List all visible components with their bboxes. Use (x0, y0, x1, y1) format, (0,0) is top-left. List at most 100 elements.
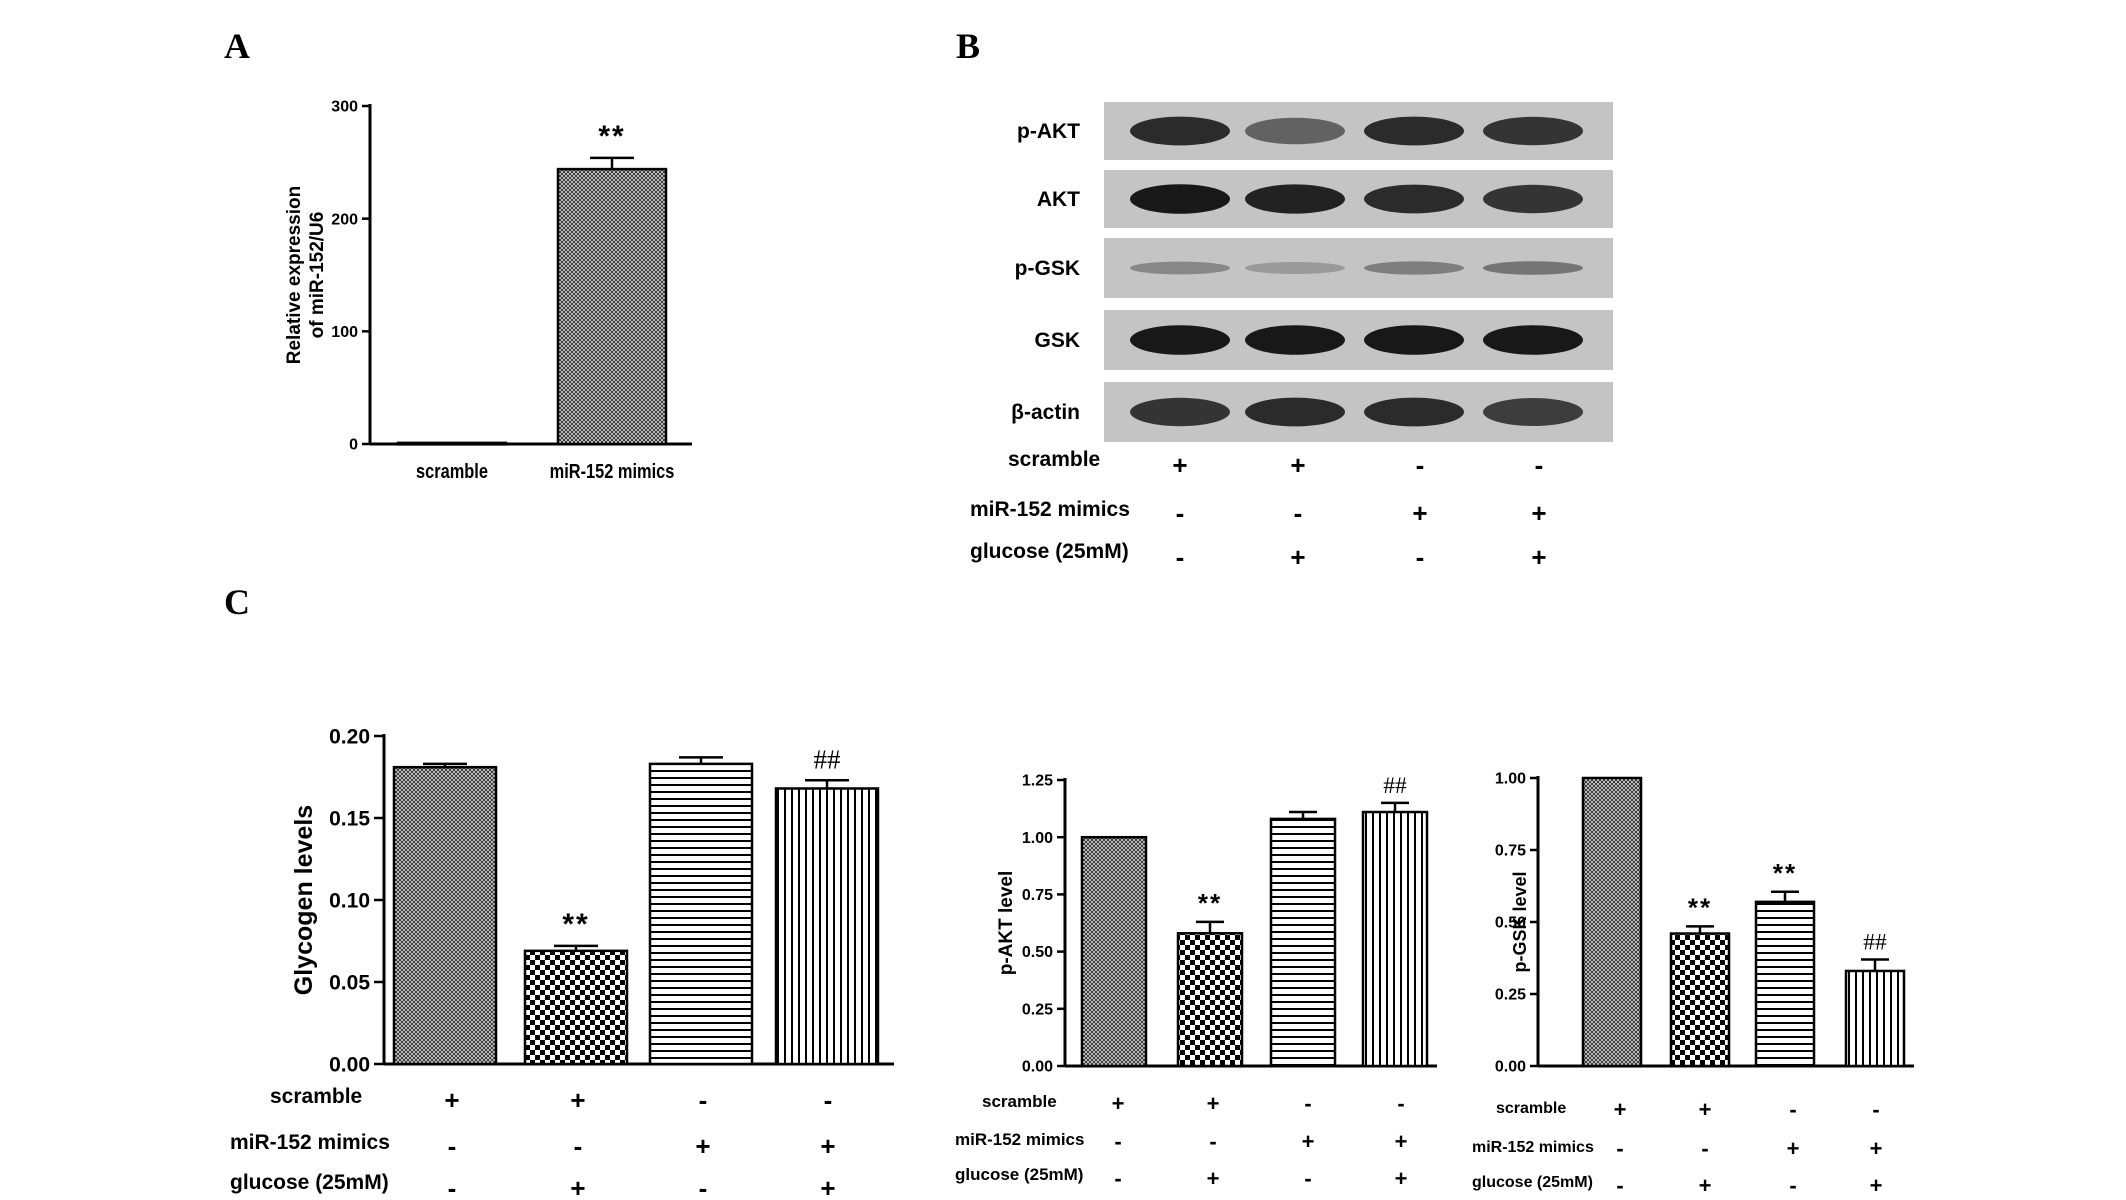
blot-band (1364, 261, 1464, 275)
significance-annotation: ## (1383, 773, 1407, 799)
blot-row-label: GSK (1034, 329, 1080, 352)
condition-sign: - (1114, 1166, 1121, 1191)
blot-band (1130, 397, 1230, 427)
condition-label: scramble (270, 1085, 362, 1108)
bar (556, 167, 668, 446)
condition-sign: + (1302, 1129, 1315, 1154)
condition-sign: + (1172, 450, 1187, 480)
condition-label: glucose (25mM) (230, 1171, 389, 1194)
y-tick-label: 0.10 (329, 889, 370, 912)
y-axis-label: Glycogen levels (290, 805, 318, 995)
condition-sign: - (1416, 542, 1425, 572)
blot-band (1364, 184, 1464, 214)
bar (1269, 817, 1337, 1068)
panel-letter-a: A (224, 26, 250, 66)
bar (523, 949, 629, 1066)
condition-label: glucose (25mM) (955, 1165, 1083, 1184)
y-tick-label: 0.00 (329, 1053, 370, 1076)
blot-band (1245, 325, 1345, 355)
condition-sign: - (1176, 542, 1185, 572)
blot-band (1364, 397, 1464, 427)
blot-band (1364, 116, 1464, 146)
condition-label: scramble (982, 1092, 1057, 1111)
blot-row-label: AKT (1037, 188, 1080, 211)
blot-band (1130, 184, 1230, 214)
y-tick-label: 1.25 (1022, 773, 1053, 790)
condition-sign: + (570, 1085, 585, 1115)
blot-band (1245, 262, 1345, 274)
condition-sign: + (1290, 450, 1305, 480)
blot-band (1483, 261, 1583, 275)
y-axis-label: p-AKT level (996, 871, 1017, 976)
condition-label: miR-152 mimics (230, 1131, 390, 1154)
y-tick-label: 0.75 (1495, 843, 1526, 860)
condition-sign: - (1397, 1091, 1404, 1116)
blot-band (1130, 325, 1230, 355)
y-tick-label: 300 (331, 99, 358, 116)
condition-sign: + (695, 1131, 710, 1161)
condition-label: miR-152 mimics (955, 1130, 1084, 1149)
y-tick-label: 1.00 (1022, 830, 1053, 847)
condition-sign: + (1787, 1136, 1800, 1161)
condition-sign: + (820, 1131, 835, 1161)
condition-sign: - (1535, 450, 1544, 480)
bar (774, 787, 880, 1066)
chart-c-pgsk-level: 0.00 0.25 0.50 0.75 1.00 p-GSK level ** ** ## scr… (1472, 771, 1914, 1198)
condition-sign: + (570, 1173, 585, 1200)
condition-label: scramble (1496, 1100, 1566, 1117)
significance-annotation: ## (1863, 929, 1887, 955)
blot-band (1245, 117, 1345, 145)
blot-row-label: p-GSK (1015, 257, 1080, 280)
condition-sign: - (1616, 1136, 1623, 1161)
blot-band (1483, 325, 1583, 355)
bar (396, 441, 508, 446)
y-tick-label: 0.00 (1022, 1059, 1053, 1076)
condition-sign: - (824, 1085, 833, 1115)
y-tick-label: 0.50 (1495, 915, 1526, 932)
significance-annotation: ** (1688, 892, 1712, 922)
y-tick-label: 1.00 (1495, 771, 1526, 788)
y-tick-label: 0.20 (329, 725, 370, 748)
condition-sign: - (448, 1173, 457, 1200)
chart-a-mir152-expression: 0 100 200 300 Relative expression of miR-152/… (284, 99, 692, 482)
blot-band (1245, 184, 1345, 214)
bar (1080, 835, 1148, 1068)
blot-band (1364, 325, 1464, 355)
chart-c-pakt-level: 0.00 0.25 0.50 0.75 1.00 1.25 p-AKT level ** ## s… (955, 773, 1437, 1191)
condition-sign: + (1870, 1136, 1883, 1161)
panel-letter-c: C (224, 582, 250, 622)
condition-sign: - (1209, 1129, 1216, 1154)
condition-sign: + (1395, 1129, 1408, 1154)
bar (1361, 810, 1429, 1068)
blot-band (1483, 184, 1583, 214)
condition-sign: + (1699, 1097, 1712, 1122)
condition-sign: - (1789, 1173, 1796, 1198)
condition-sign: + (444, 1085, 459, 1115)
y-tick-label: 0.25 (1022, 1001, 1053, 1018)
bar (648, 762, 754, 1066)
condition-sign: - (448, 1131, 457, 1161)
condition-sign: + (1290, 542, 1305, 572)
condition-sign: - (699, 1173, 708, 1200)
y-tick-label: 0 (349, 437, 358, 454)
blot-band (1245, 397, 1345, 427)
condition-label: miR-152 mimics (970, 498, 1130, 521)
condition-sign: + (1412, 498, 1427, 528)
y-axis-label: of miR-152/U6 (307, 212, 328, 339)
condition-sign: + (1870, 1173, 1883, 1198)
condition-sign: + (1699, 1173, 1712, 1198)
y-axis-label: p-GSK level (1510, 871, 1530, 972)
bar (1844, 969, 1906, 1068)
condition-label: scramble (1008, 448, 1100, 471)
condition-sign: + (1207, 1166, 1220, 1191)
y-tick-label: 0.15 (329, 807, 370, 830)
condition-sign: + (1531, 498, 1546, 528)
condition-label: glucose (25mM) (970, 540, 1129, 563)
blot-band (1483, 398, 1583, 426)
significance-annotation: ** (1773, 858, 1797, 888)
condition-sign: + (820, 1173, 835, 1200)
blot-band (1130, 261, 1230, 275)
y-tick-label: 100 (331, 324, 358, 341)
condition-sign: + (1531, 542, 1546, 572)
